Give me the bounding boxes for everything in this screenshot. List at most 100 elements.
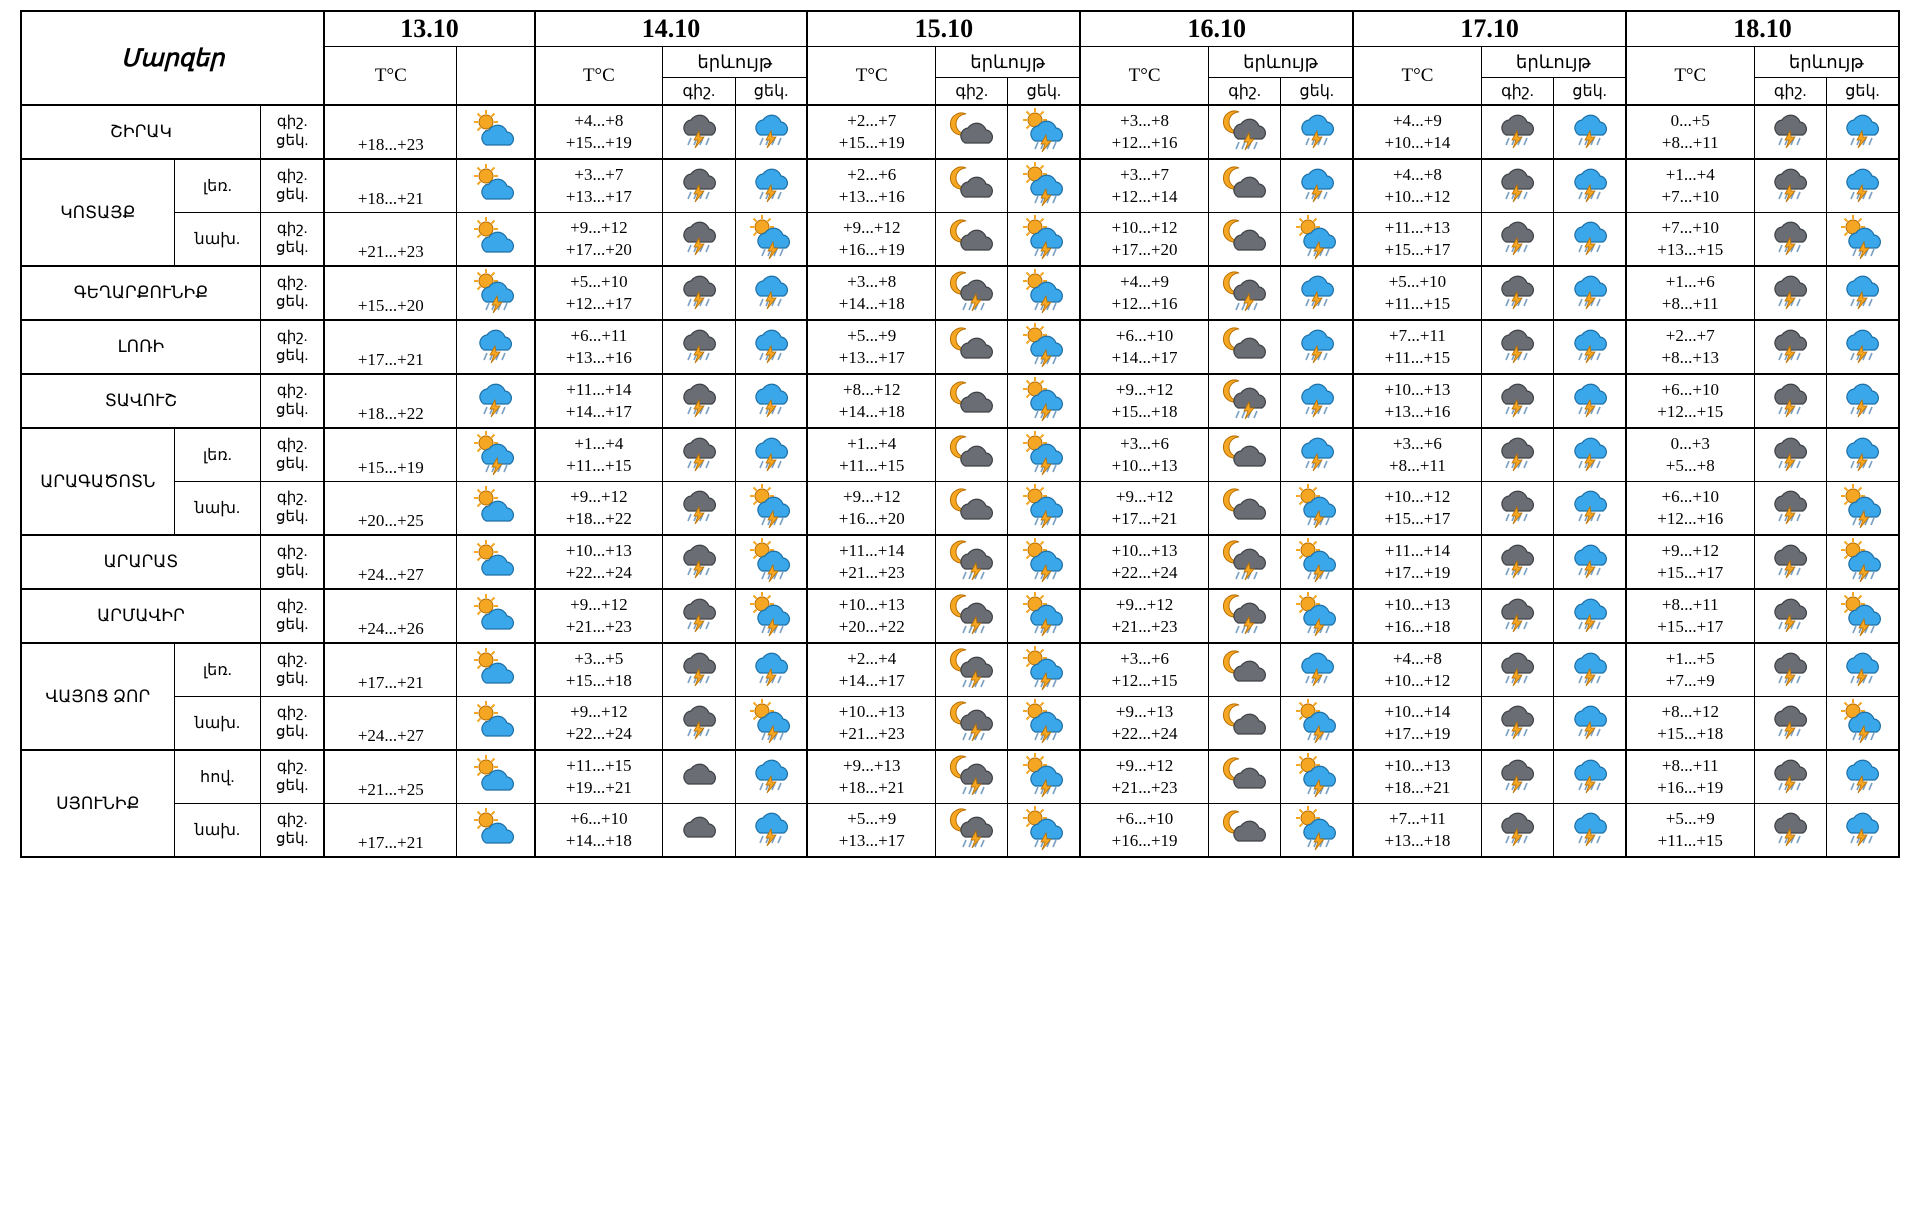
icon-d3-night: [936, 804, 1008, 858]
icon-d5-day: [1554, 535, 1626, 589]
label-tsek: ցեկ.: [264, 670, 321, 689]
weather-icon: [747, 753, 795, 801]
icon-d2-day: [735, 266, 807, 320]
icon-d5-night: [1481, 428, 1553, 482]
icon-d2-day: [735, 750, 807, 804]
temp-d4: +3...+8+12...+16: [1080, 105, 1208, 159]
temp-d2: +1...+4+11...+15: [535, 428, 663, 482]
weather-icon: [1766, 646, 1814, 694]
temp-d4: +4...+9+12...+16: [1080, 266, 1208, 320]
weather-icon: [1566, 806, 1614, 854]
weather-icon: [1766, 377, 1814, 425]
weather-icon: [1838, 269, 1886, 317]
header-erkuyt-4: երևույթ: [1481, 47, 1626, 78]
temp-d5: +10...+13+13...+16: [1353, 374, 1481, 428]
icon-d2-day: [735, 804, 807, 858]
icon-d5-night: [1481, 374, 1553, 428]
icon-d5-day: [1554, 266, 1626, 320]
weather-icon: [1766, 431, 1814, 479]
weather-icon: [1020, 699, 1068, 747]
label-gish: գիշ.: [264, 220, 321, 239]
header-date-1: 14.10: [535, 11, 808, 47]
icon-d4-day: [1281, 750, 1353, 804]
temp-d6: +9...+12+15...+17: [1626, 535, 1754, 589]
header-ctsek-4: ցեկ.: [1554, 78, 1626, 106]
icon-d2-night: [663, 643, 735, 697]
weather-icon: [1566, 431, 1614, 479]
weather-icon: [1566, 269, 1614, 317]
icon-d6-night: [1754, 482, 1826, 536]
label-gish: գիշ.: [264, 274, 321, 293]
icon-d6-day: [1826, 428, 1899, 482]
time-labels: գիշ.ցեկ.: [260, 697, 324, 751]
weather-icon: [1020, 269, 1068, 317]
temp-d6: +1...+6+8...+11: [1626, 266, 1754, 320]
temp-d5: +10...+13+16...+18: [1353, 589, 1481, 643]
temp-d3: +9...+13+18...+21: [807, 750, 935, 804]
label-tsek: ցեկ.: [264, 347, 321, 366]
temp-d3: +10...+13+21...+23: [807, 697, 935, 751]
icon-d1: [457, 804, 535, 858]
label-gish: գիշ.: [264, 597, 321, 616]
icon-d5-day: [1554, 697, 1626, 751]
temp-d3: +5...+9+13...+17: [807, 804, 935, 858]
icon-d3-day: [1008, 589, 1080, 643]
weather-icon: [1766, 538, 1814, 586]
weather-icon: [1566, 538, 1614, 586]
weather-icon: [948, 215, 996, 263]
time-labels: գիշ.ցեկ.: [260, 428, 324, 482]
weather-icon: [948, 484, 996, 532]
weather-icon: [1493, 377, 1541, 425]
header-date-0: 13.10: [324, 11, 534, 47]
region-name: ՇԻՐԱԿ: [21, 105, 260, 159]
weather-icon: [1221, 215, 1269, 263]
icon-d6-night: [1754, 266, 1826, 320]
weather-icon: [1838, 323, 1886, 371]
icon-d2-day: [735, 105, 807, 159]
label-gish: գիշ.: [264, 811, 321, 830]
weather-icon: [1293, 431, 1341, 479]
icon-d4-day: [1281, 213, 1353, 267]
header-tc-2: T°C: [807, 47, 935, 106]
region-name: ԼՈՌԻ: [21, 320, 260, 374]
icon-d6-night: [1754, 320, 1826, 374]
label-tsek: ցեկ.: [264, 562, 321, 581]
icon-d4-day: [1281, 589, 1353, 643]
icon-d5-night: [1481, 643, 1553, 697]
icon-d4-night: [1208, 159, 1280, 213]
icon-d3-night: [936, 266, 1008, 320]
temp-d4: +9...+13+22...+24: [1080, 697, 1208, 751]
icon-d1: [457, 643, 535, 697]
temp-d1: +17...+21: [324, 320, 456, 374]
region-name: ԿՈՏԱՅՔ: [21, 159, 174, 266]
icon-d6-night: [1754, 428, 1826, 482]
header-erkuyt-2: երևույթ: [936, 47, 1081, 78]
weather-icon: [1838, 646, 1886, 694]
temp-d6: +6...+10+12...+16: [1626, 482, 1754, 536]
header-tc-4: T°C: [1353, 47, 1481, 106]
weather-icon: [747, 108, 795, 156]
weather-icon: [471, 484, 519, 532]
icon-d6-night: [1754, 804, 1826, 858]
temp-d3: +3...+8+14...+18: [807, 266, 935, 320]
temp-d2: +10...+13+22...+24: [535, 535, 663, 589]
icon-d5-night: [1481, 159, 1553, 213]
icon-d4-night: [1208, 589, 1280, 643]
weather-icon: [948, 646, 996, 694]
weather-icon: [471, 377, 519, 425]
weather-icon: [675, 806, 723, 854]
temp-d2: +9...+12+22...+24: [535, 697, 663, 751]
icon-d2-day: [735, 320, 807, 374]
icon-d6-night: [1754, 750, 1826, 804]
temp-d2: +11...+15+19...+21: [535, 750, 663, 804]
temp-d3: +10...+13+20...+22: [807, 589, 935, 643]
icon-d1: [457, 159, 535, 213]
header-ctsek-1: ցեկ.: [735, 78, 807, 106]
temp-d1: +15...+20: [324, 266, 456, 320]
temp-d6: 0...+3+5...+8: [1626, 428, 1754, 482]
icon-d4-day: [1281, 697, 1353, 751]
icon-d3-day: [1008, 804, 1080, 858]
icon-d5-night: [1481, 804, 1553, 858]
weather-icon: [1493, 269, 1541, 317]
icon-d1: [457, 750, 535, 804]
